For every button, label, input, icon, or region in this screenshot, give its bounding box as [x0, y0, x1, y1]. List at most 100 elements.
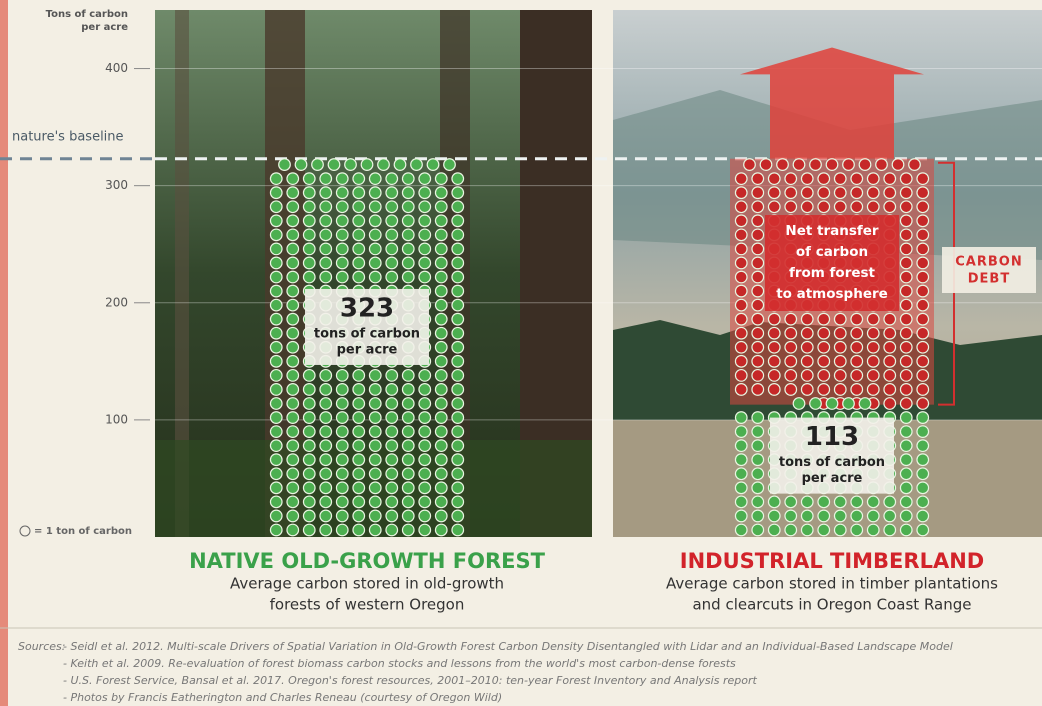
dot — [800, 326, 814, 340]
dot — [401, 242, 415, 256]
dot — [734, 298, 748, 312]
dot — [286, 383, 300, 396]
dot — [286, 340, 300, 354]
dot — [319, 242, 333, 256]
dot — [451, 242, 465, 256]
dot — [899, 467, 913, 481]
dot — [734, 467, 748, 481]
dot — [335, 523, 349, 537]
dot — [286, 186, 300, 200]
dot — [817, 509, 831, 523]
dot — [817, 368, 831, 382]
dot — [269, 242, 283, 256]
dot — [418, 200, 432, 214]
dot — [833, 326, 847, 340]
dot — [319, 411, 333, 424]
dot — [833, 312, 847, 326]
dot — [302, 228, 316, 242]
dot — [751, 383, 765, 396]
dot — [734, 242, 748, 256]
dot — [833, 354, 847, 368]
dot — [385, 509, 399, 523]
dot — [335, 411, 349, 424]
dot — [800, 186, 814, 200]
panel-title: NATIVE OLD-GROWTH FOREST — [189, 549, 545, 573]
dot — [352, 368, 366, 382]
dot — [385, 495, 399, 509]
dot — [751, 200, 765, 214]
dot — [335, 383, 349, 396]
dot — [866, 172, 880, 186]
dot — [368, 467, 382, 481]
dot — [451, 411, 465, 424]
dot — [817, 340, 831, 354]
dot — [858, 397, 872, 410]
dot — [751, 242, 765, 256]
dot — [784, 312, 798, 326]
dot — [734, 509, 748, 523]
value-unit: per acre — [802, 471, 863, 486]
dot — [418, 186, 432, 200]
dot — [751, 284, 765, 298]
dot — [401, 495, 415, 509]
dot — [751, 411, 765, 424]
dot — [734, 354, 748, 368]
dot — [899, 340, 913, 354]
dot — [434, 172, 448, 186]
legend-dot — [19, 525, 31, 537]
transfer-text: from forest — [789, 265, 876, 281]
dot — [434, 270, 448, 284]
dot — [850, 312, 864, 326]
dot — [833, 509, 847, 523]
dot — [434, 397, 448, 410]
dot — [335, 228, 349, 242]
dot — [401, 509, 415, 523]
dot — [734, 340, 748, 354]
sources-label: Sources: — [18, 640, 65, 653]
dot — [767, 340, 781, 354]
dot — [335, 467, 349, 481]
dot — [335, 368, 349, 382]
dot — [767, 312, 781, 326]
dot — [302, 467, 316, 481]
dot — [916, 509, 930, 523]
legend-text: = 1 ton of carbon — [34, 526, 132, 537]
dot — [751, 298, 765, 312]
dot — [401, 200, 415, 214]
dot — [269, 200, 283, 214]
dot — [734, 200, 748, 214]
dot — [286, 242, 300, 256]
dot — [418, 453, 432, 467]
dot — [451, 368, 465, 382]
dot — [899, 397, 913, 410]
dot — [751, 368, 765, 382]
dot — [916, 368, 930, 382]
dot — [434, 425, 448, 439]
dot — [767, 368, 781, 382]
dot — [269, 509, 283, 523]
dot — [842, 158, 855, 171]
dot — [302, 523, 316, 537]
dot — [817, 495, 831, 509]
dot — [751, 354, 765, 368]
dot — [352, 228, 366, 242]
dot — [767, 354, 781, 368]
dot — [269, 354, 283, 368]
dot — [899, 284, 913, 298]
dot — [385, 186, 399, 200]
dot — [352, 270, 366, 284]
dot — [767, 509, 781, 523]
y-tick-label: 200 — [105, 295, 128, 309]
dot — [883, 312, 897, 326]
y-axis-label: per acre — [81, 22, 128, 33]
dot — [319, 453, 333, 467]
dot — [286, 284, 300, 298]
dot — [767, 383, 781, 396]
dot — [368, 172, 382, 186]
dot — [800, 368, 814, 382]
dot — [734, 495, 748, 509]
dot — [335, 186, 349, 200]
dot — [418, 425, 432, 439]
dot — [302, 242, 316, 256]
dot — [335, 509, 349, 523]
